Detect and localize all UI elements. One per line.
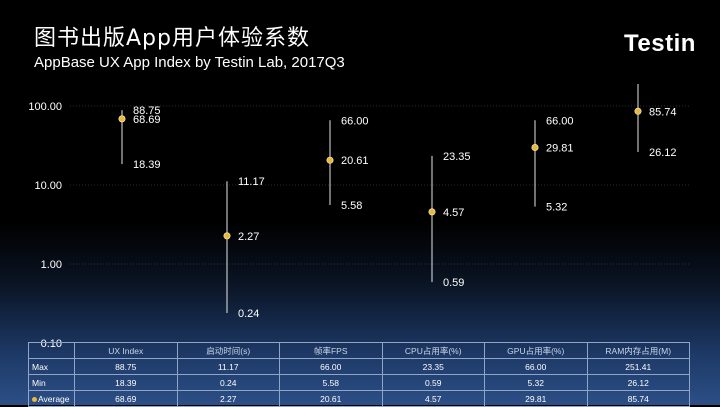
table-cell: 29.81 [484,390,588,407]
max-value-label: 88.75 [133,105,161,117]
y-tick-label: 100.00 [28,101,62,113]
table-header-cell: 帧率FPS [279,342,383,359]
chart-subtitle: AppBase UX App Index by Testin Lab, 2017… [34,54,345,71]
average-value-label: 29.81 [546,143,574,155]
table-header-row: UX Index 启动时间(s) 帧率FPS CPU占用率(%) GPU占用率(… [28,342,690,359]
average-value-label: 2.27 [238,231,259,243]
row-label: Max [28,358,75,375]
max-value-label: 11.17 [238,176,265,188]
table-cell: 251.41 [586,358,690,375]
table-cell: 85.74 [586,390,690,407]
table-cell: 11.17 [176,358,280,375]
table-cell: 18.39 [74,374,178,391]
table-cell: 88.75 [74,358,178,375]
table-row-average: Average 68.69 2.27 20.61 4.57 29.81 85.7… [28,390,690,407]
table-cell: 0.24 [176,374,280,391]
min-value-label: 0.59 [443,277,464,289]
table-cell: 68.69 [74,390,178,407]
table-row-min: Min 18.39 0.24 5.58 0.59 5.32 26.12 [28,374,690,391]
table-cell: 26.12 [586,374,690,391]
average-marker [118,115,126,123]
average-marker [634,107,642,115]
row-label: Average [38,393,70,404]
max-value-label: 66.00 [341,115,369,127]
average-value-label: 85.74 [649,106,677,118]
table-header-cell: UX Index [74,342,178,359]
average-marker [428,208,436,216]
table-cell: 0.59 [381,374,485,391]
table-cell: 5.32 [484,374,588,391]
y-tick-label: 1.00 [41,259,62,271]
table-cell: 23.35 [381,358,485,375]
row-label: Min [28,374,75,391]
table-cell: 66.00 [279,358,383,375]
average-marker [326,156,334,164]
chart-title: 图书出版App用户体验系数 [34,26,310,51]
table-header-cell: GPU占用率(%) [484,342,588,359]
table-header-cell: 启动时间(s) [176,342,280,359]
y-tick-label: 10.00 [34,180,62,192]
table-cell: 20.61 [279,390,383,407]
min-value-label: 26.12 [649,147,677,159]
table-cell: 5.58 [279,374,383,391]
table-cell: 66.00 [484,358,588,375]
row-label-with-marker: Average [28,390,75,407]
min-value-label: 5.32 [546,202,567,214]
max-value-label: 66.00 [546,115,574,127]
average-value-label: 68.69 [133,114,161,126]
table-cell: 2.27 [176,390,280,407]
table-header-cell: RAM内存占用(M) [586,342,690,359]
table-cell: 4.57 [381,390,485,407]
average-marker-icon [32,396,37,402]
min-value-label: 0.24 [238,308,259,320]
table-row-max: Max 88.75 11.17 66.00 23.35 66.00 251.41 [28,358,690,375]
average-marker [223,232,231,240]
min-value-label: 18.39 [133,159,161,171]
max-value-label: 23.35 [443,151,471,163]
table-header-cell: CPU占用率(%) [381,342,485,359]
average-marker [531,144,539,152]
testin-logo: Testin [624,30,696,57]
average-value-label: 20.61 [341,155,369,167]
table-corner-cell [28,342,75,359]
min-value-label: 5.58 [341,200,362,212]
average-value-label: 4.57 [443,207,464,219]
data-table: UX Index 启动时间(s) 帧率FPS CPU占用率(%) GPU占用率(… [28,342,690,407]
